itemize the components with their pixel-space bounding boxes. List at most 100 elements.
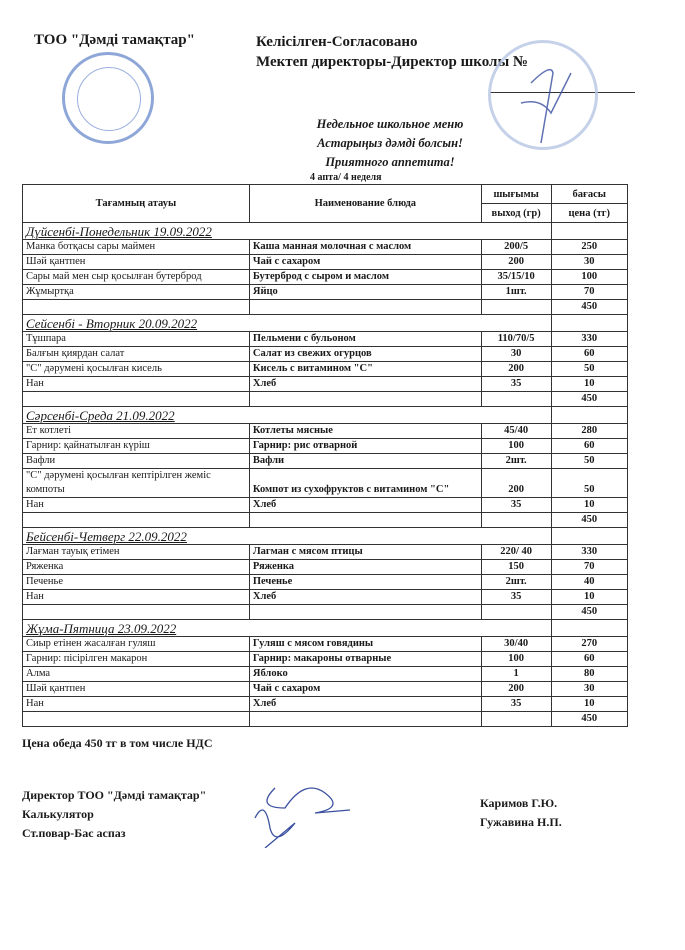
dish-ru: Бутерброд с сыром и маслом	[248, 269, 482, 285]
dish-yield: 200	[480, 468, 552, 498]
dish-ru: Хлеб	[248, 589, 482, 605]
dish-ru: Хлеб	[248, 497, 482, 513]
menu-table: Тағамның атауы Наименование блюда шығымы…	[22, 184, 628, 727]
total-blank	[22, 299, 250, 315]
approval-block: Келісілген-Согласовано Мектеп директоры-…	[256, 32, 528, 72]
total-row: 450	[22, 604, 628, 620]
total-blank	[22, 391, 250, 407]
day-blank	[550, 314, 628, 332]
day-total: 450	[550, 512, 628, 528]
day-blank	[550, 406, 628, 424]
dish-price: 330	[550, 544, 628, 560]
dish-kz: Сиыр етінен жасалған гуляш	[22, 636, 250, 652]
dish-ru: Яйцо	[248, 284, 482, 300]
day-row: Дүйсенбі-Понедельник 19.09.2022	[22, 222, 628, 240]
dish-kz: Печенье	[22, 574, 250, 590]
day-blank	[550, 527, 628, 545]
table-row: Нан Хлеб 35 10	[22, 589, 628, 605]
table-row: Ряженка Ряженка 150 70	[22, 559, 628, 575]
menu-title: Недельное школьное меню	[316, 117, 464, 131]
dish-kz: "С" дәрумені қосылған кисель	[22, 361, 250, 377]
role-director: Директор ТОО "Дәмді тамақтар"	[22, 788, 207, 802]
signatory-names: Каримов Г.Ю. Гужавина Н.П.	[480, 794, 562, 832]
table-row: Тұшпара Пельмени с бульоном 110/70/5 330	[22, 331, 628, 347]
dish-kz: Нан	[22, 497, 250, 513]
total-row: 450	[22, 512, 628, 528]
day-title: Дүйсенбі-Понедельник 19.09.2022	[22, 222, 551, 240]
day-total: 450	[550, 604, 628, 620]
dish-yield: 2шт.	[480, 453, 552, 469]
dish-price: 10	[550, 497, 628, 513]
dish-kz: Шәй қантпен	[22, 254, 250, 270]
dish-yield: 35	[480, 696, 552, 712]
dish-ru: Чай с сахаром	[248, 254, 482, 270]
day-total: 450	[550, 711, 628, 727]
dish-price: 330	[550, 331, 628, 347]
dish-ru: Каша манная молочная с маслом	[248, 239, 482, 255]
dish-yield: 30	[480, 346, 552, 362]
dish-kz: Лағман тауық етімен	[22, 544, 250, 560]
dish-yield: 200	[480, 361, 552, 377]
total-blank	[248, 711, 482, 727]
total-blank	[480, 604, 552, 620]
dish-ru: Печенье	[248, 574, 482, 590]
role-calculator: Калькулятор	[22, 807, 94, 821]
dish-ru: Пельмени с бульоном	[248, 331, 482, 347]
table-row: "С" дәрумені қосылған кисель Кисель с вит…	[22, 361, 628, 377]
dish-kz: Балғын қиярдан салат	[22, 346, 250, 362]
dish-yield: 100	[480, 651, 552, 667]
total-blank	[248, 604, 482, 620]
total-row: 450	[22, 299, 628, 315]
dish-kz: Нан	[22, 696, 250, 712]
dish-yield: 1шт.	[480, 284, 552, 300]
table-row: Жұмыртқа Яйцо 1шт. 70	[22, 284, 628, 300]
total-blank	[22, 711, 250, 727]
company-stamp	[62, 52, 154, 144]
dish-ru: Салат из свежих огурцов	[248, 346, 482, 362]
col-name-ru: Наименование блюда	[248, 184, 482, 223]
dish-price: 30	[550, 254, 628, 270]
dish-yield: 200	[480, 254, 552, 270]
total-blank	[248, 391, 482, 407]
dish-ru: Гарнир: макароны отварные	[248, 651, 482, 667]
dish-kz: Тұшпара	[22, 331, 250, 347]
table-row: Гарнир: пісірілген макарон Гарнир: макаро…	[22, 651, 628, 667]
dish-kz: Алма	[22, 666, 250, 682]
table-row: Алма Яблоко 1 80	[22, 666, 628, 682]
dish-yield: 30/40	[480, 636, 552, 652]
dish-ru: Лагман с мясом птицы	[248, 544, 482, 560]
col-price-kz: бағасы	[550, 184, 628, 204]
table-row: Нан Хлеб 35 10	[22, 696, 628, 712]
total-blank	[248, 299, 482, 315]
dish-price: 80	[550, 666, 628, 682]
dish-price: 10	[550, 376, 628, 392]
price-note: Цена обеда 450 тг в том числе НДС	[22, 736, 213, 750]
day-total: 450	[550, 299, 628, 315]
dish-yield: 45/40	[480, 423, 552, 439]
dish-kz: Гарнир: қайнатылған күріш	[22, 438, 250, 454]
dish-kz: Гарнир: пісірілген макарон	[22, 651, 250, 667]
dish-price: 70	[550, 284, 628, 300]
day-title: Жұма-Пятница 23.09.2022	[22, 619, 551, 637]
director-signature	[520, 68, 572, 144]
table-row: Нан Хлеб 35 10	[22, 376, 628, 392]
table-row: Балғын қиярдан салат Салат из свежих огур…	[22, 346, 628, 362]
table-row: Сиыр етінен жасалған гуляш Гуляш с мясом …	[22, 636, 628, 652]
dish-ru: Котлеты мясные	[248, 423, 482, 439]
dish-yield: 110/70/5	[480, 331, 552, 347]
total-blank	[480, 299, 552, 315]
total-blank	[480, 711, 552, 727]
day-blank	[550, 222, 628, 240]
handwritten-signatures	[254, 787, 351, 848]
dish-ru: Вафли	[248, 453, 482, 469]
dish-yield: 220/ 40	[480, 544, 552, 560]
dish-ru: Чай с сахаром	[248, 681, 482, 697]
dish-kz: Ет котлеті	[22, 423, 250, 439]
dish-kz: Нан	[22, 376, 250, 392]
table-row: Сары май мен сыр қосылған бутерброд Бутер…	[22, 269, 628, 285]
wish-kz: Астарыңыз дәмді болсын!	[317, 136, 463, 150]
name-calculator: Гужавина Н.П.	[480, 815, 562, 829]
dish-kz: Жұмыртқа	[22, 284, 250, 300]
school-stamp	[488, 40, 598, 150]
day-title: Сейсенбі - Вторник 20.09.2022	[22, 314, 551, 332]
